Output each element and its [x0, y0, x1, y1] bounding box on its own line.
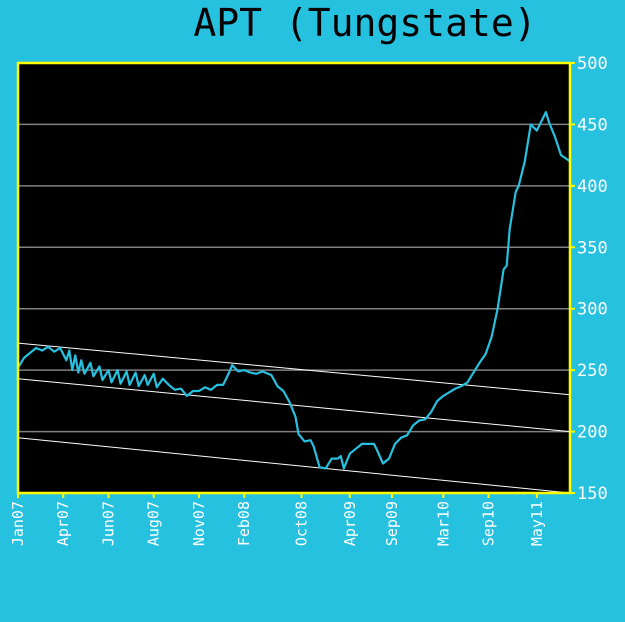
- x-tick-label: Aug07: [145, 501, 163, 546]
- trend-line: [17, 378, 571, 433]
- chart-title: APT (Tungstate): [193, 1, 536, 45]
- y-axis-ticks: 150 200 250 300 350 400 450 500: [570, 54, 608, 504]
- x-tick-label: Sep10: [480, 501, 498, 546]
- x-tick-label: Apr07: [54, 501, 72, 546]
- x-tick-label: Feb08: [235, 501, 253, 546]
- y-tick-label: 150: [577, 484, 608, 504]
- trend-lines: [17, 342, 571, 494]
- x-tick-label: Mar10: [434, 501, 452, 546]
- y-tick-label: 250: [577, 361, 608, 381]
- y-tick-label: 400: [577, 177, 608, 197]
- trend-line: [17, 342, 571, 396]
- x-tick-label: Oct08: [293, 501, 311, 546]
- price-line: [17, 111, 571, 470]
- y-tick-label: 450: [577, 115, 608, 135]
- x-tick-label: Jan07: [9, 501, 27, 546]
- x-tick-label: Sep09: [383, 501, 401, 546]
- grid-lines: [18, 123, 570, 433]
- y-tick-label: 350: [577, 238, 608, 258]
- plot-area: [18, 63, 570, 493]
- y-tick-label: 300: [577, 300, 608, 320]
- trend-line: [17, 437, 571, 494]
- x-tick-label: Nov07: [190, 501, 208, 546]
- x-tick-label: Jun07: [99, 501, 117, 546]
- y-tick-label: 200: [577, 423, 608, 443]
- x-tick-label: Apr09: [341, 501, 359, 546]
- plot-border: [16, 61, 572, 495]
- x-tick-label: May11: [528, 501, 546, 546]
- y-tick-label: 500: [577, 54, 608, 74]
- x-axis-ticks: Jan07 Apr07 Jun07 Aug07 Nov07 Feb08 Oct08 Apr09…: [9, 493, 546, 546]
